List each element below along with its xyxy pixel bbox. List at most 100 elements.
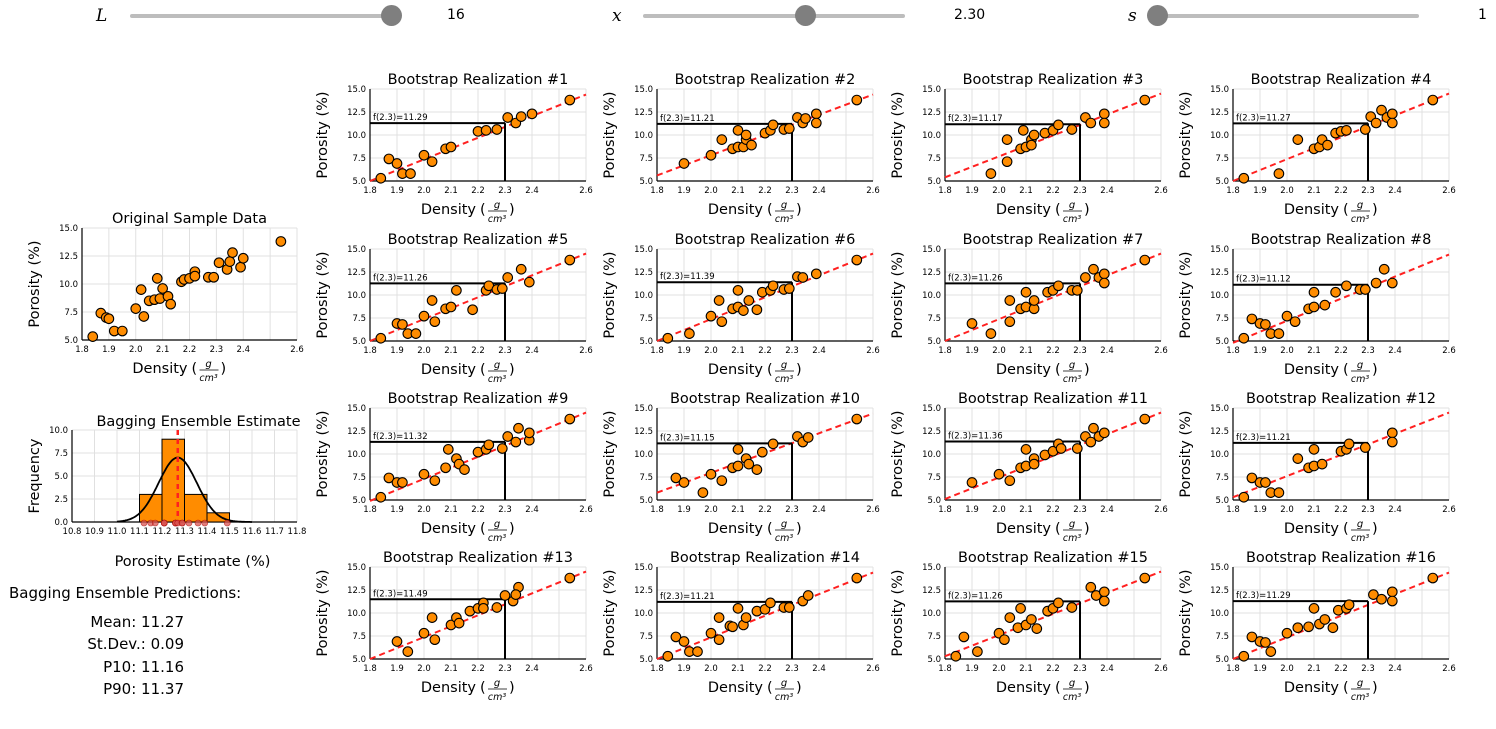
slider-l-readout: 16: [447, 7, 465, 23]
ensemble-xtick-label: 11.8: [288, 527, 307, 537]
ensemble-bar: [206, 512, 230, 523]
r15-xlabel-den: cm³: [1063, 692, 1081, 703]
r15-xtick-label: 2.3: [1073, 664, 1087, 674]
ensemble-xlabel: Porosity Estimate (%): [115, 554, 271, 570]
r2-ytick-label: 15.0: [634, 85, 653, 95]
r3-xlabel-num: g: [1069, 200, 1075, 211]
slider-x-track[interactable]: [643, 14, 905, 18]
r9-point: [383, 472, 395, 484]
r12-point: [1386, 436, 1398, 448]
r12-point: [1292, 453, 1304, 464]
r2-point: [746, 139, 757, 151]
r15-point: [999, 634, 1010, 646]
r2-point: [767, 119, 779, 131]
r5-xlabel-paren-open: (: [480, 362, 486, 378]
r3-point: [1017, 125, 1029, 136]
r7-xtick-label: 2.3: [1073, 346, 1087, 356]
r16-point: [1303, 621, 1314, 633]
r10-xtick-label: 2.6: [866, 505, 880, 515]
slider-l-track[interactable]: [130, 14, 391, 18]
r9-xtick-label: 2.3: [498, 505, 512, 515]
slider-s-track[interactable]: [1157, 14, 1419, 18]
r5-xtick-label: 2.1: [444, 346, 458, 356]
r13-annotation: f(2.3)=11.49: [373, 589, 428, 599]
r14-point: [662, 650, 674, 662]
r5-fit-line: [369, 252, 587, 342]
slider-x[interactable]: x 2.30: [0, 0, 1496, 32]
r15-xlabel-paren-open: (: [1055, 680, 1061, 696]
r6-point: [738, 305, 749, 316]
r3-xtick-label: 1.8: [938, 186, 952, 196]
slider-l-thumb[interactable]: [381, 5, 402, 26]
r7-fit-line: [944, 252, 1162, 342]
r8-point: [1308, 286, 1320, 298]
r12-xtick-label: 2.6: [1442, 505, 1456, 515]
r12-ytick-label: 12.5: [1210, 427, 1229, 437]
r13-ytick-label: 15.0: [347, 563, 366, 573]
r8-point: [1246, 313, 1258, 325]
ensemble-title: Bagging Ensemble Estimate: [96, 414, 300, 430]
r8-xlabel: Density: [1284, 362, 1340, 378]
r15-xtick-label: 2.0: [992, 664, 1006, 674]
r2-title: Bootstrap Realization #2: [675, 72, 856, 88]
r9-point: [375, 491, 387, 503]
r10-ylabel: Porosity (%): [602, 410, 618, 497]
r14-point: [783, 602, 795, 613]
r11-xtick-label: 2.6: [1154, 505, 1168, 515]
r4-ytick-label: 15.0: [1210, 85, 1229, 95]
original-point: [235, 261, 246, 273]
r11-point: [1055, 443, 1067, 454]
r5-xtick-label: 2.6: [579, 346, 593, 356]
r2-point: [716, 134, 728, 145]
r7-xtick-label: 2.0: [992, 346, 1006, 356]
summary-p90: P90: 11.37: [103, 680, 184, 698]
r16-xtick-label: 1.9: [1253, 664, 1267, 674]
r5-point: [502, 272, 514, 283]
original-point: [138, 311, 150, 322]
r11-point: [1028, 458, 1040, 470]
r6-xlabel-paren-open: (: [767, 362, 773, 378]
r15-point: [972, 646, 983, 657]
r4-point: [1238, 172, 1250, 184]
r5-xlabel-den: cm³: [488, 374, 506, 385]
ensemble-rug-point: [201, 519, 209, 527]
r13-ytick-label: 5.0: [352, 655, 366, 665]
r14-ytick-label: 10.0: [634, 609, 653, 619]
r11-xtick-label: 2.1: [1019, 505, 1033, 515]
r7-xtick-label: 1.8: [938, 346, 952, 356]
r13-fit-line: [369, 570, 587, 660]
r14-point: [740, 612, 752, 623]
r11-xtick-label: 2.3: [1073, 505, 1087, 515]
r6-xtick-label: 1.9: [677, 346, 691, 356]
r14-xlabel-num: g: [781, 678, 787, 689]
r6-fit-line: [656, 252, 874, 342]
r5-point: [467, 304, 478, 316]
r15-ytick-label: 12.5: [922, 586, 941, 596]
r13-xtick-label: 2.3: [498, 664, 512, 674]
r2-xlabel-num: g: [781, 200, 787, 211]
slider-l[interactable]: L 16: [0, 0, 1496, 32]
r10-point: [767, 438, 779, 450]
r6-xlabel: Density: [708, 362, 764, 378]
r9-xlabel: Density: [421, 521, 477, 537]
r14-point: [678, 636, 690, 647]
r1-point: [515, 111, 527, 122]
r7-ytick-label: 15.0: [922, 245, 941, 255]
r3-point: [1028, 129, 1040, 141]
r2-xtick-label: 2.4: [812, 186, 826, 196]
r10-point: [670, 472, 682, 484]
r16-xtick-label: 2.4: [1388, 664, 1402, 674]
r8-point: [1341, 280, 1352, 292]
r2-xlabel-paren-close: ): [796, 202, 802, 218]
r10-xtick-label: 1.9: [677, 505, 691, 515]
r1-xlabel-num: g: [494, 200, 500, 211]
r8-fit-line: [1232, 253, 1450, 344]
slider-x-thumb[interactable]: [795, 5, 817, 26]
r5-ylabel: Porosity (%): [315, 251, 331, 338]
r11-ytick-label: 5.0: [927, 496, 941, 506]
r4-ylabel: Porosity (%): [1178, 91, 1194, 178]
original-ytick-label: 15.0: [59, 224, 78, 234]
r7-point: [966, 318, 978, 329]
slider-s-thumb[interactable]: [1147, 5, 1168, 26]
